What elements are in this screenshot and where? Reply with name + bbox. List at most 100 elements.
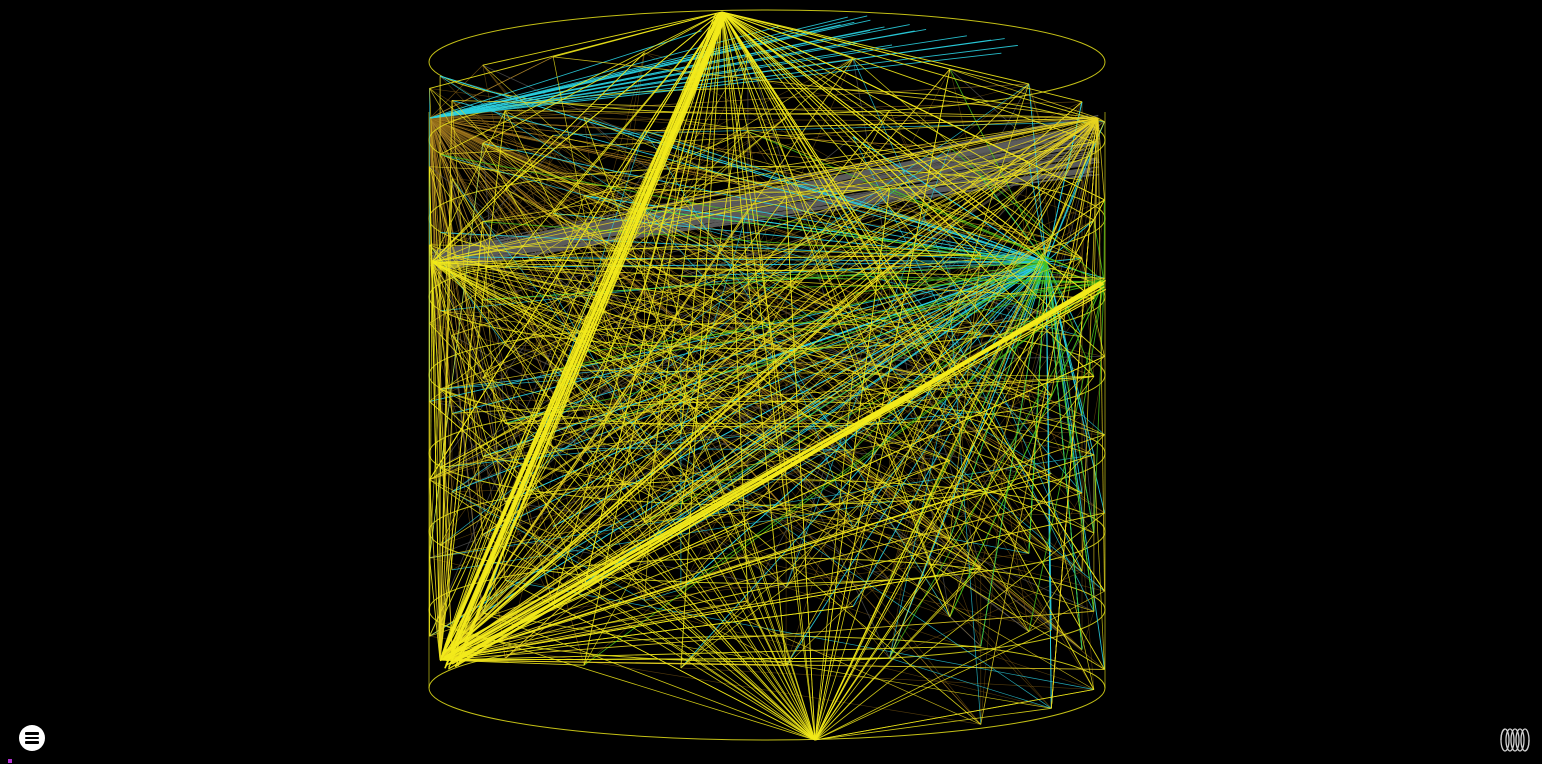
graph-edge (814, 460, 951, 741)
graph-edge (451, 256, 1105, 436)
graph-edge (482, 612, 1052, 709)
graph-edge (429, 244, 816, 741)
graph-edge (721, 11, 1105, 123)
graph-edge (429, 244, 787, 588)
graph-edge (814, 567, 982, 741)
layout-toggle-button[interactable] (1498, 727, 1534, 753)
graph-edge (949, 254, 982, 539)
graph-edge (852, 117, 1099, 451)
graph-edge (680, 160, 1052, 277)
graph-edge (949, 68, 1099, 119)
graph-edge (814, 199, 1105, 741)
graph-edge (440, 365, 645, 390)
graph-edge (429, 117, 453, 649)
graph-edge (482, 11, 723, 66)
graph-edge (451, 335, 484, 613)
graph-edge (451, 214, 854, 336)
graph-edge (429, 117, 854, 607)
graph-edge (482, 299, 1052, 396)
graph-edge (429, 26, 779, 119)
graph-edge (482, 65, 585, 588)
graph-edge (429, 460, 951, 637)
graph-edge (785, 509, 816, 741)
graph-edge (431, 261, 554, 449)
graph-edge (429, 166, 554, 605)
graph-edge (785, 258, 1083, 588)
graph-edge (429, 454, 1094, 559)
graph-edge (644, 120, 682, 601)
graph-edge (644, 356, 1105, 367)
graph-edge (505, 579, 1094, 690)
graph-edge (431, 52, 645, 263)
graph-edge (429, 117, 787, 402)
graph-edge (482, 287, 748, 301)
graph-edge (721, 11, 1083, 103)
graph-edge (439, 219, 1095, 661)
graph-edge (1045, 121, 1105, 263)
graph-edge (644, 130, 951, 618)
graph-edge (852, 261, 1047, 607)
graph-edge (644, 589, 681, 601)
graph-edge (439, 176, 982, 661)
graph-edge (429, 88, 441, 311)
graph-edge (505, 316, 1052, 424)
graph-edge (429, 30, 915, 119)
graph-edge (889, 117, 1099, 659)
graph-edge (431, 261, 951, 461)
graph-edge (439, 110, 506, 661)
graph-edge (852, 214, 982, 334)
graph-edge (440, 277, 1105, 390)
graph-edge (553, 11, 723, 58)
graph-edge (482, 456, 854, 529)
graph-edge (1028, 141, 1095, 397)
graph-edge (504, 11, 723, 268)
graph-edge (814, 707, 1052, 741)
graph-edge (439, 365, 749, 661)
graph-edge (680, 119, 1083, 181)
graph-edge (429, 117, 645, 210)
graph-edge (482, 117, 787, 222)
graph-edge (431, 261, 981, 334)
graph-edge (680, 198, 1030, 632)
graph-edge (552, 195, 585, 292)
graph-edge (583, 195, 1105, 436)
graph-edge (440, 273, 787, 312)
graph-edge (431, 261, 1029, 554)
graph-edge (1028, 261, 1047, 554)
graph-edge (721, 11, 1095, 377)
graph-edge (451, 413, 816, 741)
graph-edge (431, 261, 483, 301)
graph-edge (1097, 117, 1105, 123)
graph-edge (429, 56, 554, 119)
graph-edge (721, 11, 749, 132)
graph-edge (680, 667, 1094, 690)
graph-edge (553, 83, 1029, 449)
graph-edge (747, 52, 951, 618)
graph-edge (1045, 261, 1083, 494)
graph-edge (482, 456, 554, 605)
graph-edge (785, 195, 982, 569)
graph-edge (786, 318, 1029, 353)
graph-edge (889, 382, 951, 659)
graph-edge (1081, 258, 1105, 357)
graph-edge (1045, 257, 1083, 263)
graph-edge (429, 117, 585, 119)
graph-edge (429, 117, 787, 588)
graph-edge (429, 479, 981, 725)
edge-group-yellow (429, 11, 1107, 741)
graph-edge (721, 11, 749, 601)
graph-edge (439, 388, 981, 569)
graph-edge (431, 134, 554, 263)
graph-edge (785, 508, 1095, 690)
graph-edge (852, 261, 1047, 529)
graph-edge (721, 11, 1030, 241)
menu-button[interactable] (19, 725, 45, 751)
graph-edge (721, 11, 1105, 670)
graph-edge (553, 213, 1052, 396)
graph-edge (439, 199, 1105, 661)
graph-edge (721, 11, 951, 226)
graph-edge (482, 58, 854, 379)
graph-edge (429, 64, 483, 119)
